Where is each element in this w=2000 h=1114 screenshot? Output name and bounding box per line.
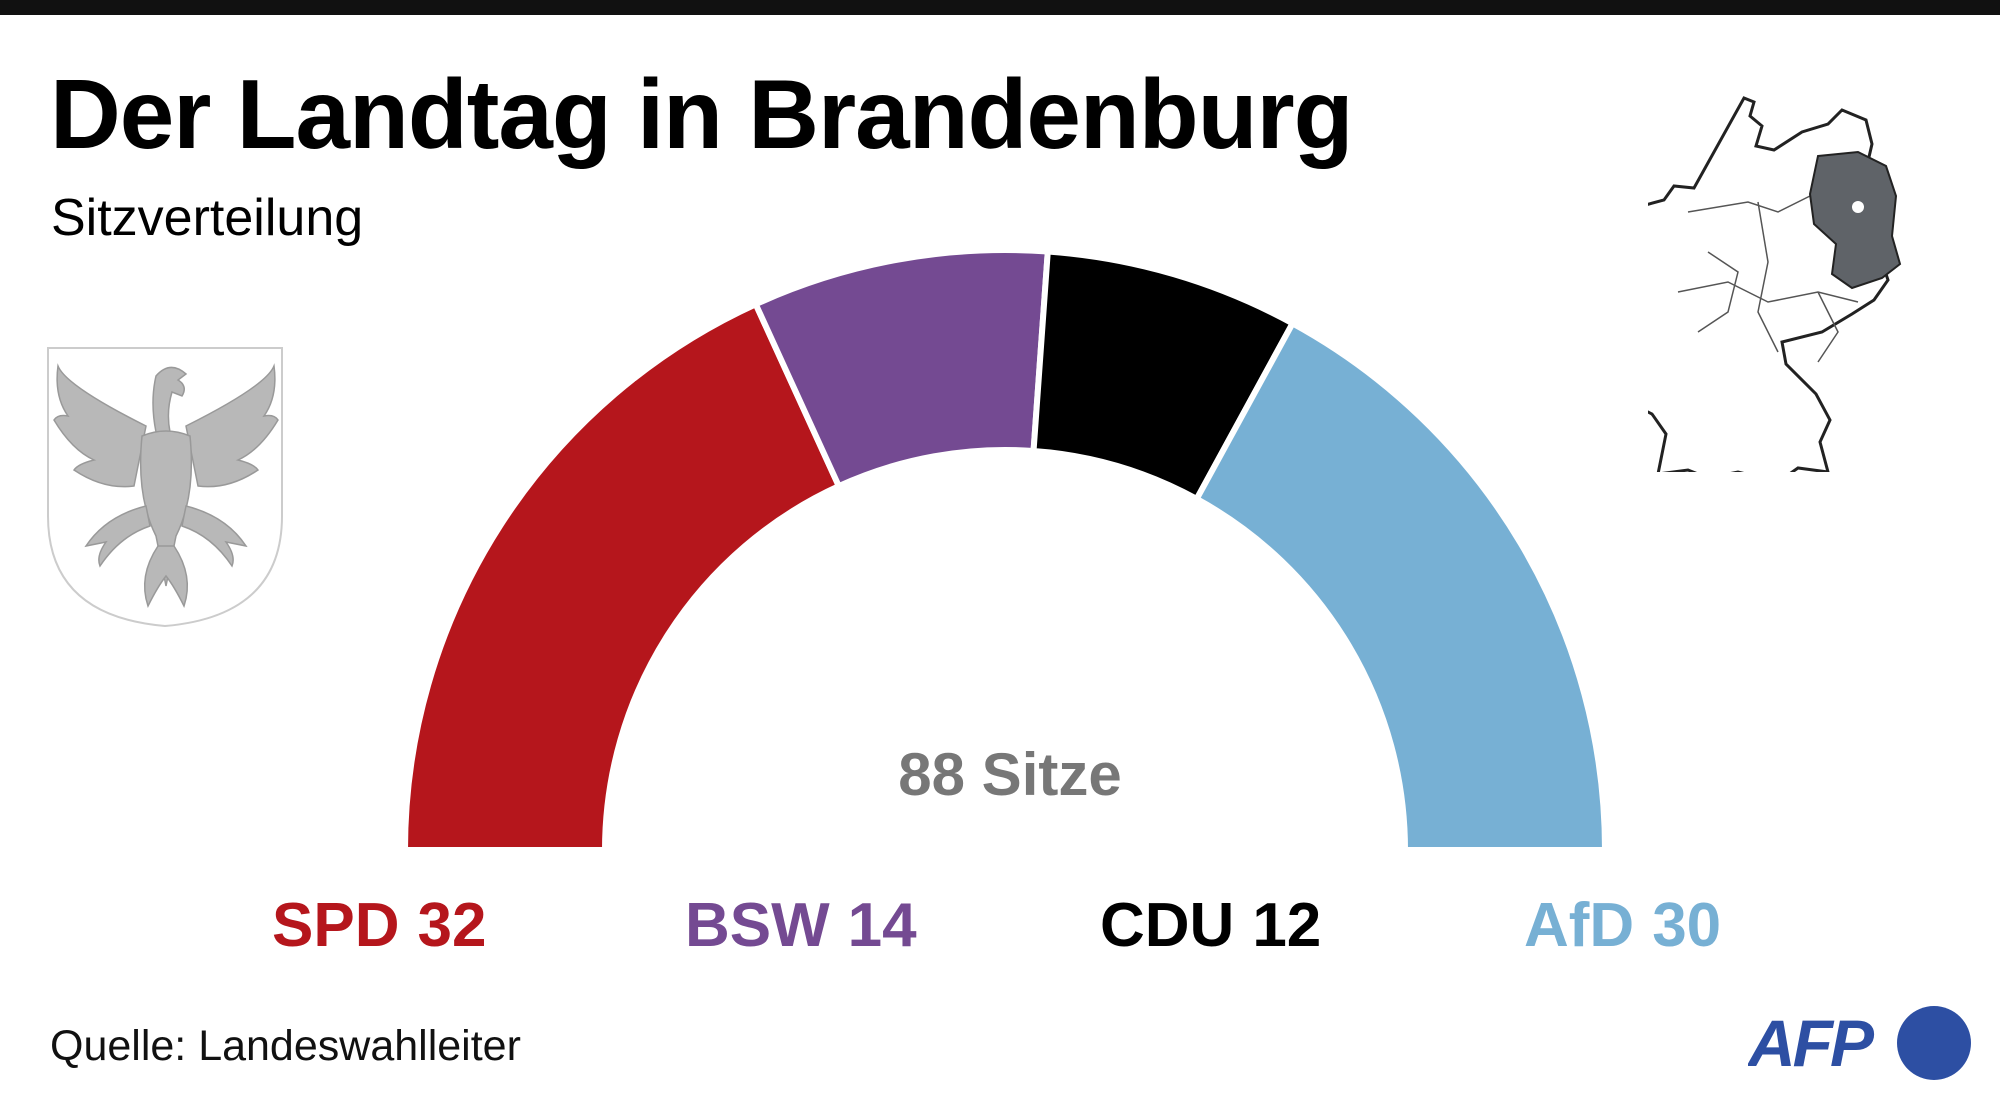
party-label-afd: AfD 30 <box>1524 890 1721 961</box>
party-label-bsw: BSW 14 <box>685 890 917 961</box>
coat-of-arms-icon <box>47 347 283 628</box>
party-seats: 32 <box>417 891 487 960</box>
party-name: AfD <box>1524 891 1635 960</box>
party-seats: 14 <box>847 891 917 960</box>
total-seats-label: 88 Sitze <box>898 741 1122 808</box>
seat-segment-afd <box>1192 319 1609 853</box>
afp-logo: AFP <box>1748 1006 1971 1080</box>
germany-locator-map <box>1648 96 1902 472</box>
party-label-spd: SPD 32 <box>272 890 486 961</box>
chart-title: Der Landtag in Brandenburg <box>50 59 1354 169</box>
brandenburg-highlight <box>1808 150 1902 290</box>
chart-subtitle: Sitzverteilung <box>51 189 364 247</box>
party-seats: 12 <box>1252 891 1322 960</box>
party-name: CDU <box>1100 891 1235 960</box>
party-name: SPD <box>272 891 400 960</box>
seat-segment-spd <box>401 300 843 853</box>
party-label-cdu: CDU 12 <box>1100 890 1321 961</box>
source-note: Quelle: Landeswahlleiter <box>50 1022 521 1070</box>
party-name: BSW <box>685 891 830 960</box>
top-rule <box>0 0 2000 15</box>
party-seats: 30 <box>1652 891 1722 960</box>
svg-text:AFP: AFP <box>1748 1006 1875 1080</box>
